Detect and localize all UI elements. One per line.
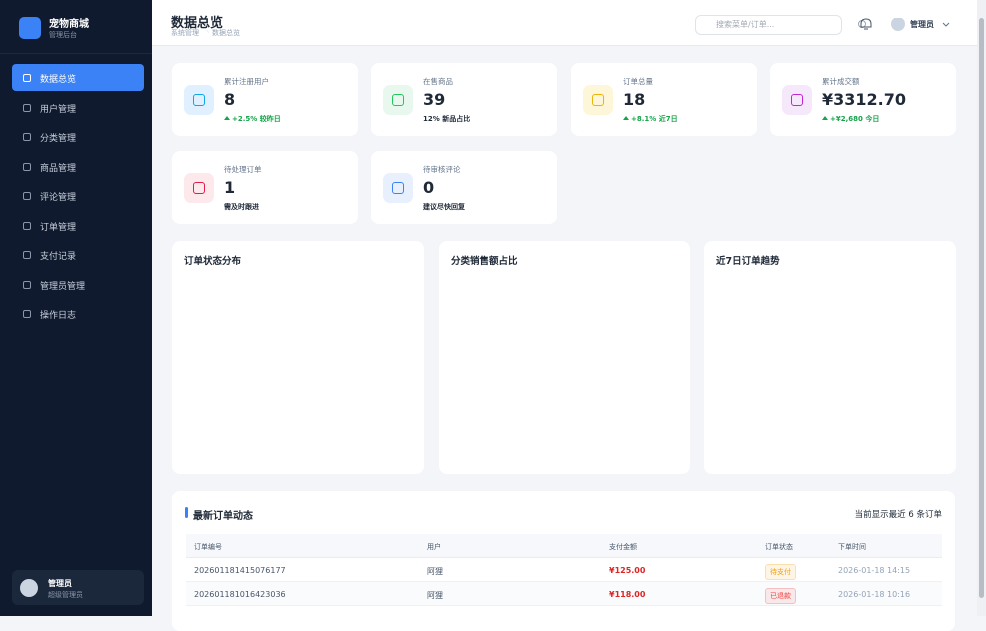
menu-item[interactable]: 用户管理 [40,104,77,115]
breadcrumb: 数据总览 [212,29,240,37]
amount: ¥125.00 [609,566,646,575]
stat-label: 在售商品 [423,77,453,86]
menu-active-bg [12,64,144,91]
table-card [172,491,955,631]
stat-glyph [193,94,205,106]
stat-icon [782,85,812,115]
menu-icon[interactable] [23,251,31,259]
header-user: 管理员 [910,20,934,29]
chart-card [172,241,424,474]
cell: 202601181415076177 [194,566,286,575]
stat-label: 累计成交额 [822,77,860,86]
column-header: 支付金额 [609,543,637,551]
menu-item[interactable]: 商品管理 [40,163,77,174]
breadcrumb: 系统管理 [171,29,199,37]
search-placeholder: 搜索菜单/订单... [716,20,775,29]
menu-icon[interactable] [23,280,31,289]
stat-value: 0 [423,178,435,197]
brand-name: 宠物商城 [49,19,89,30]
user-avatar [20,579,38,597]
chart-title: 近7日订单趋势 [716,256,780,267]
menu-icon[interactable] [23,221,31,230]
stat-note: +2.5% 较昨日 [232,115,281,123]
stat-label: 订单总量 [623,77,653,86]
menu-item[interactable]: 管理员管理 [40,281,86,292]
trend-arrow [224,116,230,120]
menu-item[interactable]: 数据总览 [40,75,77,85]
scroll-thumb[interactable] [979,18,984,598]
stat-label: 待处理订单 [224,165,262,174]
stat-glyph [791,94,803,106]
stat-icon [383,173,413,203]
table-row [186,558,942,582]
trend-arrow [822,116,828,120]
menu-item[interactable]: 评论管理 [40,193,77,203]
stat-icon [583,85,613,115]
stat-label: 累计注册用户 [224,77,269,86]
stat-value: 18 [623,90,646,109]
cell: 202601181016423036 [194,590,286,599]
menu-item[interactable]: 分类管理 [40,134,77,144]
amount: ¥118.00 [609,590,646,599]
header [152,0,977,46]
menu-icon[interactable] [23,192,31,200]
cell: 2026-01-18 14:15 [838,566,911,575]
chart-card [439,241,690,474]
chart-card [704,241,956,474]
menu-item[interactable]: 支付记录 [40,252,77,262]
stat-icon [184,85,214,115]
search-box[interactable] [695,15,842,35]
stat-glyph [392,182,404,194]
status-badge: 已退款 [765,588,796,604]
stat-note: 12% 新品占比 [423,115,471,123]
table-head-bg [186,534,942,558]
menu-icon[interactable] [23,74,31,82]
column-header: 订单状态 [765,543,793,551]
table-title: 最新订单动态 [193,511,253,522]
scrollbar[interactable] [977,0,986,616]
user-name: 管理员 [48,579,72,588]
stat-note: +¥2,680 今日 [830,115,880,123]
column-header: 下单时间 [838,543,866,551]
page-title: 数据总览 [171,16,224,31]
user-role: 超级管理员 [48,591,83,599]
column-header: 订单编号 [194,543,222,551]
divider [0,53,152,54]
cell: 阿狸 [427,567,443,576]
table-row [186,582,942,606]
menu-icon[interactable] [23,310,31,318]
chart-title: 分类销售额占比 [451,256,518,267]
table-summary: 当前显示最近 6 条订单 [854,510,942,520]
stat-value: ¥3312.70 [822,90,907,109]
sidebar [0,0,152,616]
title-bar [185,507,188,518]
stat-label: 待审核评论 [423,165,461,174]
cell: 2026-01-18 10:16 [838,590,911,599]
menu-icon[interactable] [23,162,31,171]
trend-arrow [623,116,629,120]
stat-value: 1 [224,178,236,197]
menu-item[interactable]: 操作日志 [40,311,77,321]
column-header: 用户 [427,543,441,551]
stat-value: 8 [224,90,236,109]
stat-value: 39 [423,90,446,109]
header-icons [858,18,950,31]
status-badge: 待支付 [765,564,796,580]
menu-icon[interactable] [23,103,31,112]
stat-note: +8.1% 近7日 [631,115,678,123]
cell: 阿狸 [427,591,443,600]
stat-glyph [592,94,604,106]
logo [19,17,41,39]
menu-icon[interactable] [23,133,31,141]
stat-note: 建议尽快回复 [423,203,465,211]
stat-glyph [392,94,404,106]
stat-icon [184,173,214,203]
stat-glyph [193,182,205,194]
stat-note: 需及时跟进 [224,203,259,211]
brand-sub: 管理后台 [49,31,77,39]
chart-title: 订单状态分布 [184,256,242,267]
menu-item[interactable]: 订单管理 [40,222,77,233]
stat-icon [383,85,413,115]
